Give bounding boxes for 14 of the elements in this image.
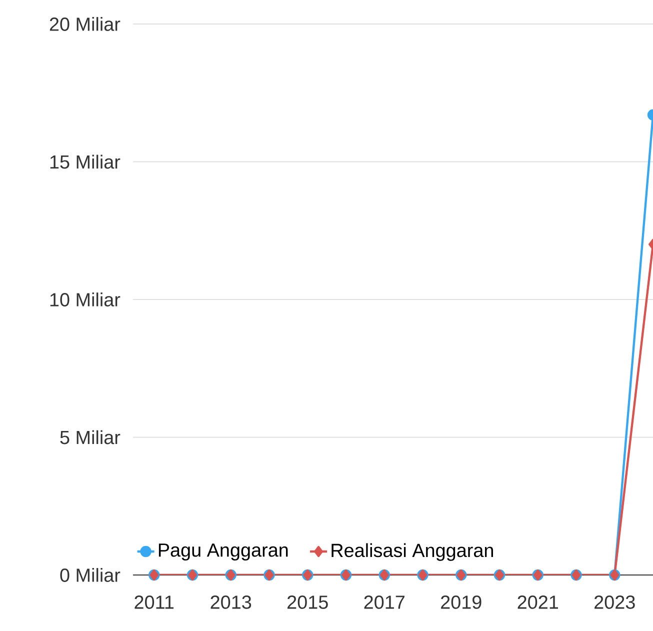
y-tick-label: 0 Miliar xyxy=(60,568,120,582)
legend-label: Realisasi Anggaran xyxy=(332,543,493,561)
x-tick-label: 2021 xyxy=(518,595,558,609)
y-tick-label: 5 Miliar xyxy=(60,430,120,444)
x-tick-label: 2019 xyxy=(441,595,482,609)
y-tick-label: 10 Miliar xyxy=(50,292,120,306)
x-tick-label: 2011 xyxy=(134,595,174,609)
y-tick-label: 15 Miliar xyxy=(50,154,120,169)
x-tick-label: 2017 xyxy=(364,595,404,609)
x-tick-label: 2013 xyxy=(210,595,252,609)
y-tick-label: 20 Miliar xyxy=(50,17,120,31)
x-tick-label: 2015 xyxy=(288,595,328,609)
legend-label: Pagu Anggaran xyxy=(158,544,288,561)
x-tick-label: 2023 xyxy=(594,595,635,609)
